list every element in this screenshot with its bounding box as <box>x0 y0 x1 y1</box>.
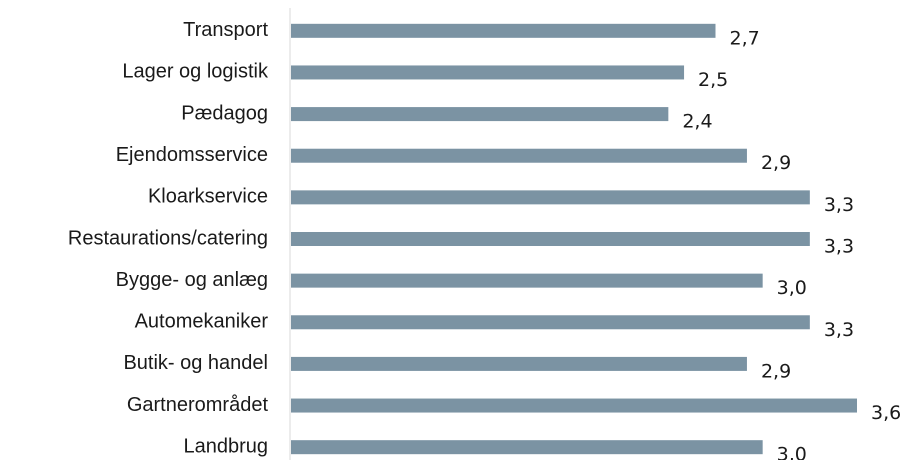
value-label: 3,6 <box>871 402 901 424</box>
y-tick-label: Ejendomsservice <box>116 144 268 166</box>
bar <box>291 23 716 38</box>
y-tick-label: Gartnerområdet <box>127 394 269 416</box>
value-label: 3,0 <box>777 444 807 460</box>
value-label: 2,5 <box>698 69 728 91</box>
bar <box>291 107 669 122</box>
value-label: 2,9 <box>761 152 791 174</box>
y-tick-label: Lager og logistik <box>122 61 269 83</box>
bar <box>291 148 747 163</box>
bar <box>291 440 763 455</box>
value-label: 2,7 <box>730 27 760 49</box>
y-tick-label: Pædagog <box>181 102 268 124</box>
y-tick-label: Landbrug <box>183 435 268 457</box>
bar <box>291 273 763 288</box>
value-label: 3,3 <box>824 194 854 216</box>
y-tick-label: Kloarkservice <box>148 186 268 208</box>
value-label: 3,3 <box>824 319 854 341</box>
value-label: 2,9 <box>761 360 791 382</box>
bar <box>291 356 747 371</box>
bar <box>291 190 810 205</box>
bar <box>291 232 810 246</box>
y-tick-label: Automekaniker <box>135 311 269 333</box>
bar <box>291 315 810 330</box>
value-label: 3,3 <box>824 236 854 258</box>
bar <box>291 398 857 413</box>
y-tick-label: Transport <box>183 19 268 41</box>
y-tick-label: Bygge- og anlæg <box>116 269 268 291</box>
value-label: 2,4 <box>682 111 712 133</box>
y-tick-label: Butik- og handel <box>123 352 268 374</box>
bar <box>291 65 685 80</box>
y-tick-label: Restaurations/catering <box>68 227 268 249</box>
value-label: 3,0 <box>777 277 807 299</box>
